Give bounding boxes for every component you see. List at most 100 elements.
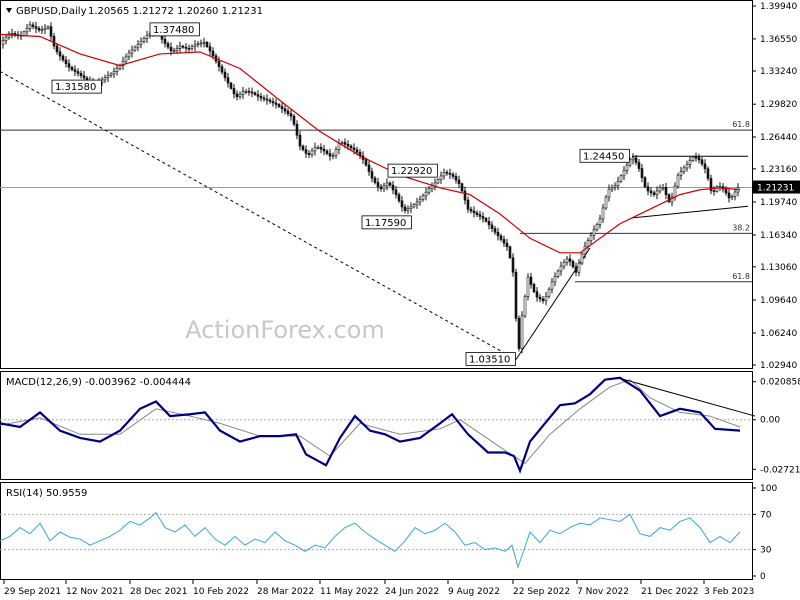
candle-body <box>334 149 338 156</box>
candle-body <box>193 44 197 47</box>
candle-body <box>658 187 662 192</box>
candle-body <box>202 41 206 44</box>
candle-body <box>190 46 194 49</box>
macd-trendline <box>617 377 756 417</box>
candle-body <box>22 31 26 36</box>
candle-body <box>37 28 41 31</box>
candle-body <box>316 147 320 149</box>
candle-body <box>76 71 80 74</box>
candle-body <box>187 48 191 50</box>
candle-body <box>49 26 53 37</box>
candle-body <box>343 142 347 145</box>
candle-body <box>547 288 551 297</box>
x-tick-label: 24 Jun 2022 <box>385 587 439 597</box>
header: GBPUSD,Daily 1.20565 1.21272 1.20260 1.2… <box>6 6 263 499</box>
candle-body <box>661 187 665 189</box>
candle-body <box>79 73 83 76</box>
candle-body <box>328 153 332 157</box>
candle-body <box>475 212 479 215</box>
candle-body <box>523 296 527 317</box>
candle-body <box>13 33 17 35</box>
candle-body <box>466 199 470 210</box>
candle-body <box>562 262 566 267</box>
candle-body <box>205 41 209 47</box>
price-y-tick-label: 1.33240 <box>760 67 797 77</box>
candle-body <box>379 186 383 190</box>
candle-body <box>70 66 74 70</box>
rsi-panel <box>0 511 752 569</box>
candle-body <box>229 82 233 89</box>
candle-body <box>34 26 38 29</box>
candle-body <box>601 207 605 220</box>
candle-body <box>304 149 308 154</box>
candle-body <box>124 56 128 62</box>
candle-body <box>565 258 569 263</box>
candle-body <box>238 93 242 98</box>
candle-body <box>502 239 506 244</box>
candle-body <box>301 145 305 151</box>
candle-body <box>586 240 590 247</box>
candle-body <box>400 200 404 208</box>
candle-body <box>679 171 683 176</box>
candle-body <box>643 177 647 188</box>
candle-body <box>646 186 650 192</box>
candle-body <box>244 90 248 93</box>
candle-body <box>427 188 431 193</box>
candle-body <box>442 172 446 177</box>
candle-body <box>385 182 389 187</box>
x-tick-label: 12 Nov 2021 <box>66 587 124 597</box>
price-y-tick-label: 1.13060 <box>760 263 797 273</box>
candle-body <box>181 45 185 48</box>
candle-body <box>577 262 581 273</box>
candle-body <box>559 265 563 272</box>
candle-body <box>352 147 356 151</box>
candle-body <box>622 170 626 177</box>
candle-body <box>508 246 512 258</box>
candle-body <box>109 73 113 77</box>
candle-body <box>289 113 293 117</box>
candle-body <box>52 36 56 47</box>
macd-y-tick-label: 0.00 <box>760 416 780 426</box>
price-annotation-box <box>361 215 412 230</box>
candle-body <box>220 66 224 73</box>
candle-body <box>274 102 278 105</box>
candle-body <box>655 190 659 195</box>
candle-body <box>376 182 380 188</box>
moving-average-line <box>0 33 741 254</box>
rsi-line <box>0 511 741 569</box>
candle-body <box>700 159 704 165</box>
candle-body <box>250 91 254 94</box>
price-annotation-label: 1.24450 <box>583 151 624 162</box>
candle-body <box>241 91 245 95</box>
candle-body <box>175 48 179 51</box>
candle-body <box>367 164 371 172</box>
dropdown-triangle-icon[interactable] <box>6 8 12 13</box>
trendline <box>515 247 591 360</box>
candle-body <box>448 173 452 175</box>
candle-body <box>235 93 239 98</box>
rsi-label: RSI(14) 50.9559 <box>6 488 87 499</box>
last-price-label: 1.21231 <box>757 184 794 194</box>
price-annotation-box <box>465 352 516 366</box>
x-tick-label: 3 Feb 2023 <box>704 587 754 597</box>
price-annotation-box <box>51 79 102 94</box>
macd-y-tick-label: 0.020858 <box>760 378 800 388</box>
candle-body <box>496 231 500 237</box>
price-y-tick-label: 1.02940 <box>760 361 797 371</box>
candle-body <box>685 163 689 169</box>
candle-body <box>373 177 377 183</box>
candle-body <box>712 190 716 192</box>
candle-body <box>598 218 602 225</box>
candle-body <box>604 196 608 209</box>
candle-body <box>25 28 29 33</box>
candle-body <box>178 45 182 49</box>
candle-body <box>556 270 560 277</box>
price-annotation-box <box>579 148 630 163</box>
candle-body <box>415 201 419 205</box>
candle-body <box>421 195 425 200</box>
candle-body <box>226 77 230 84</box>
candle-body <box>493 228 497 233</box>
candle-body <box>571 261 575 268</box>
candle-body <box>166 43 170 48</box>
candle-body <box>652 192 656 195</box>
